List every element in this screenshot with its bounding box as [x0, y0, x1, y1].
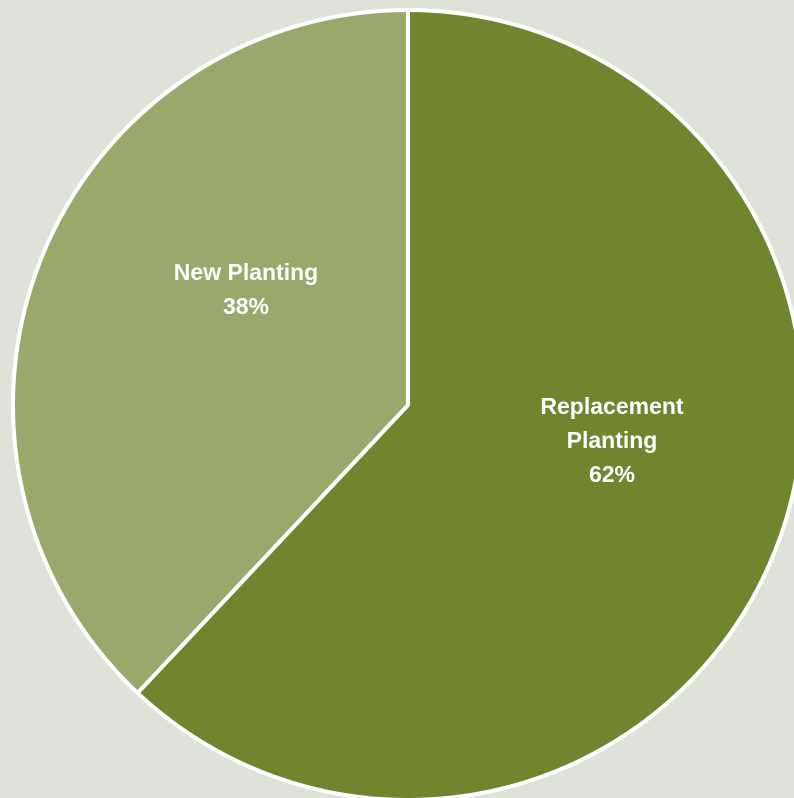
slice-label-line: 38%	[223, 293, 269, 319]
slice-label-line: Planting	[567, 427, 658, 453]
slice-label-line: Replacement	[540, 393, 684, 419]
slice-label-replacement-planting: Replacement Planting 62%	[540, 393, 684, 487]
slices-layer	[11, 7, 794, 798]
slice-label-new-planting: New Planting 38%	[174, 259, 318, 319]
pie-slice-new-planting	[11, 7, 410, 696]
labels-layer: Replacement Planting 62% New Planting 38%	[174, 259, 684, 487]
slice-label-line: 62%	[589, 461, 635, 487]
pie-slice-replacement-planting	[134, 7, 794, 798]
slice-label-line: New Planting	[174, 259, 318, 285]
